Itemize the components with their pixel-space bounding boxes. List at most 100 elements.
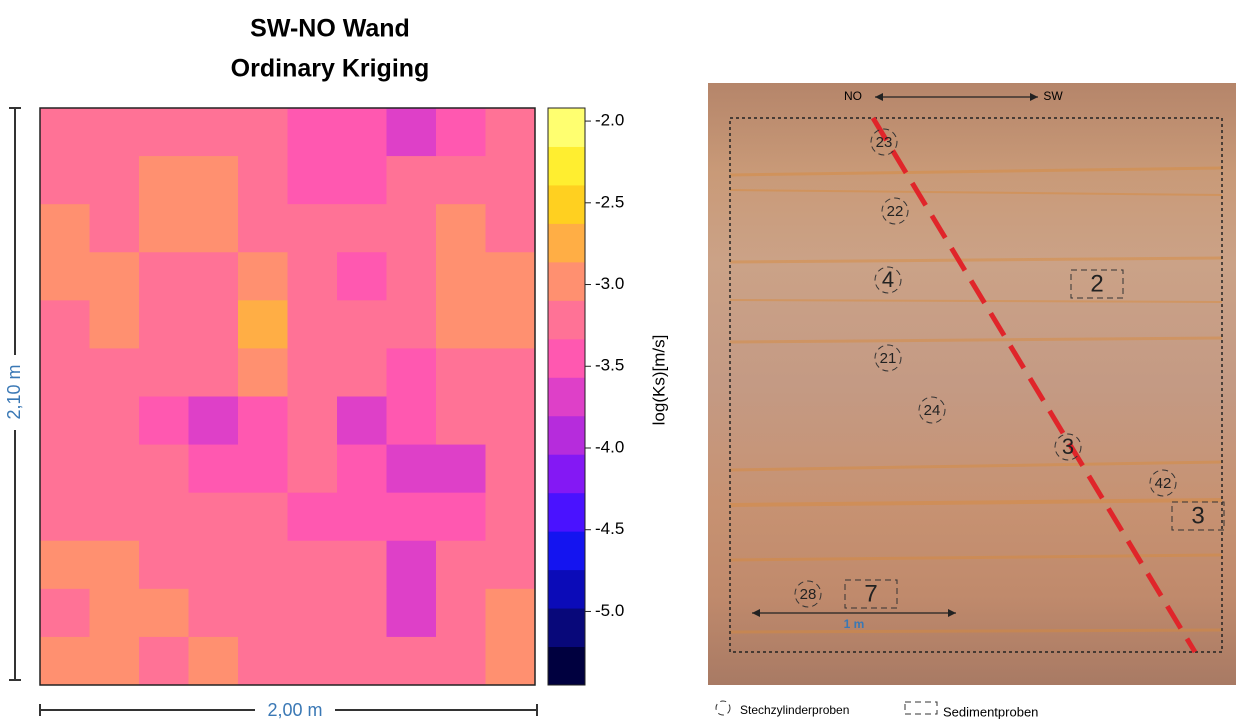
cell — [436, 396, 486, 446]
cell — [238, 636, 288, 686]
cell — [40, 300, 90, 349]
colorbar-swatch — [548, 300, 585, 340]
cell — [238, 396, 288, 446]
cell — [436, 492, 486, 542]
sample-circle — [1054, 433, 1082, 461]
cell — [436, 204, 486, 253]
colorbar-tick-label: -4.0 — [595, 437, 624, 456]
cell — [436, 108, 486, 157]
cell — [40, 444, 90, 494]
cell — [89, 396, 140, 446]
sample-box — [844, 579, 898, 609]
cell — [287, 204, 338, 253]
subtitle: Ordinary Kriging — [231, 55, 430, 83]
cell — [436, 156, 486, 205]
cell — [139, 252, 189, 301]
sample-box — [1070, 269, 1124, 299]
cell — [287, 636, 338, 686]
cell — [337, 540, 387, 590]
cell — [485, 540, 536, 590]
cell — [287, 252, 338, 301]
sample-circle — [918, 396, 946, 424]
cell — [436, 300, 486, 349]
cell — [386, 636, 437, 686]
cell — [386, 396, 437, 446]
cell — [386, 204, 437, 253]
cell — [337, 300, 387, 349]
cell — [337, 204, 387, 253]
arrow-right-label: SW — [1043, 89, 1063, 103]
colorbar-swatch — [548, 184, 585, 224]
cell — [337, 108, 387, 157]
colorbar-tick-label: -5.0 — [595, 601, 624, 620]
colorbar-swatch — [548, 531, 585, 571]
cell — [40, 252, 90, 301]
sample-circle — [881, 197, 909, 225]
colorbar-swatch — [548, 646, 585, 686]
sample-label: 24 — [924, 402, 941, 419]
y-label: 2,10 m — [4, 364, 24, 419]
plot-frame — [39, 107, 536, 686]
cell — [485, 204, 536, 253]
cell — [40, 540, 90, 590]
cell — [89, 252, 140, 301]
cell — [485, 396, 536, 446]
cell — [485, 444, 536, 494]
cell — [139, 156, 189, 205]
sample-label: 3 — [1191, 502, 1204, 529]
cell — [386, 348, 437, 397]
sample-box — [1171, 501, 1225, 531]
cell — [436, 540, 486, 590]
sample-label: 2 — [1090, 270, 1103, 297]
cell — [485, 252, 536, 301]
cell — [89, 444, 140, 494]
cell — [436, 348, 486, 397]
cell — [485, 348, 536, 397]
cell — [40, 156, 90, 205]
sample-label: 7 — [864, 580, 877, 607]
title: SW-NO Wand — [250, 15, 410, 43]
colorbar-swatch — [548, 261, 585, 301]
cell — [188, 108, 239, 157]
cell — [89, 540, 140, 590]
cell — [188, 396, 239, 446]
colorbar-tick-label: -3.5 — [595, 356, 624, 375]
colorbar-swatch — [548, 569, 585, 609]
cell — [485, 492, 536, 542]
cell — [40, 588, 90, 638]
cell — [139, 636, 189, 686]
colorbar-frame — [547, 107, 586, 686]
cell — [89, 636, 140, 686]
cell — [139, 204, 189, 253]
cell — [337, 588, 387, 638]
cell — [238, 444, 288, 494]
colorbar-tick-label: -3.0 — [595, 274, 624, 293]
colorbar: -2.0 -2.5 -3.0 -3.5 -4.0 -4.5 -5.0 — [547, 107, 624, 686]
cell — [40, 636, 90, 686]
sample-label: 3 — [1062, 434, 1074, 459]
cell — [386, 252, 437, 301]
cell — [337, 156, 387, 205]
cell — [337, 348, 387, 397]
sample-label: 4 — [882, 267, 894, 292]
cell — [188, 204, 239, 253]
cell — [337, 636, 387, 686]
cell — [139, 348, 189, 397]
sample-label: 21 — [880, 350, 897, 367]
cell — [139, 396, 189, 446]
sample-label: 23 — [876, 134, 893, 151]
cell — [436, 636, 486, 686]
sample-circle — [874, 266, 902, 294]
sample-label: 28 — [800, 586, 817, 603]
scale-label: 1 m — [844, 617, 865, 631]
cell — [188, 444, 239, 494]
cell — [287, 492, 338, 542]
cell — [287, 396, 338, 446]
cell — [139, 540, 189, 590]
cell — [238, 588, 288, 638]
cell — [139, 444, 189, 494]
cell — [386, 108, 437, 157]
sample-circle — [874, 344, 902, 372]
